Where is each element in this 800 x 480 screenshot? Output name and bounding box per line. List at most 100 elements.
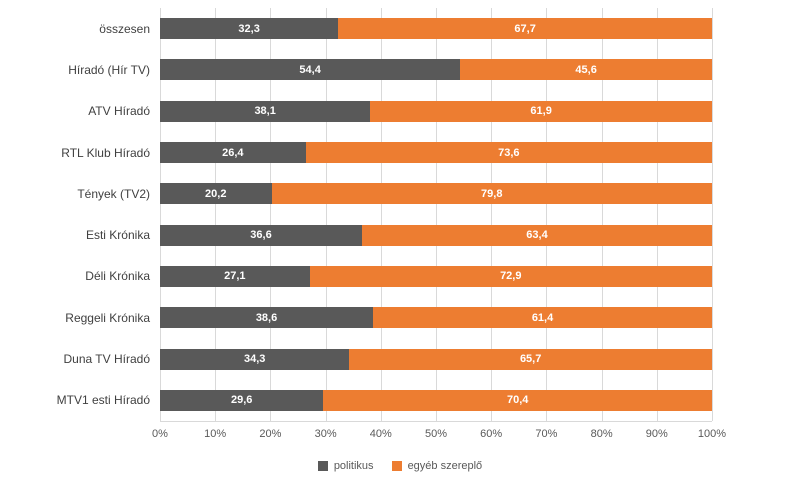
- bar-value-label: 72,9: [500, 270, 522, 283]
- bar-value-label: 29,6: [230, 394, 253, 407]
- x-tick-label: 0%: [152, 428, 168, 440]
- legend-label: egyéb szereplő: [407, 460, 483, 472]
- bar-segment-politikus: 36,6: [160, 224, 363, 246]
- x-tick-label: 20%: [259, 428, 282, 440]
- legend-swatch: [317, 461, 328, 471]
- gridlines: [160, 8, 713, 421]
- gridline: [436, 8, 437, 421]
- bar-track: 26,4 73,6: [160, 142, 712, 164]
- bar-segment-egyéb-szereplő: 61,4: [373, 307, 712, 329]
- bar-segment-egyéb-szereplő: 79,8: [271, 183, 712, 205]
- bar-value-label: 20,2: [205, 187, 227, 200]
- x-axis: 0% 10% 20% 30% 40% 50% 60% 70% 80% 90% 100%: [152, 428, 726, 444]
- bar-value-label: 67,7: [514, 22, 536, 35]
- bar-row: Duna TV Híradó 34,3 65,7: [64, 338, 712, 379]
- x-tick-label: 70%: [535, 428, 558, 440]
- gridline: [380, 8, 382, 421]
- bar-segment-egyéb-szereplő: 70,4: [323, 389, 712, 411]
- gridline: [712, 8, 713, 421]
- gridline: [215, 8, 217, 421]
- bar-row: MTV1 esti Híradó 29,6 70,4: [57, 380, 712, 421]
- gridline: [160, 8, 161, 421]
- x-tick-label: 100%: [697, 428, 727, 440]
- category-label: MTV1 esti Híradó: [56, 393, 150, 408]
- bar-value-label: 34,3: [243, 353, 266, 366]
- category-label: Duna TV Híradó: [63, 352, 151, 367]
- category-label: Déli Krónika: [85, 269, 150, 284]
- bar-segment-politikus: 27,1: [160, 265, 310, 287]
- bar-segment-politikus: 54,4: [160, 59, 461, 81]
- category-label: összesen: [99, 21, 150, 36]
- bar-track: 34,3 65,7: [160, 348, 712, 370]
- bar-value-label: 32,3: [238, 22, 260, 35]
- gridline: [546, 8, 548, 421]
- bar-segment-politikus: 38,1: [160, 100, 371, 122]
- x-tick-label: 40%: [369, 428, 392, 440]
- bar-segment-egyéb-szereplő: 65,7: [349, 348, 712, 370]
- plot-area: összesen 32,3 67,7 Híradó (Hír TV) 54,4 45,6 A…: [57, 8, 713, 422]
- bar-track: 29,6 70,4: [160, 389, 712, 411]
- category-label: RTL Klub Híradó: [61, 145, 150, 160]
- bar-value-label: 36,6: [250, 229, 272, 242]
- category-label: Esti Krónika: [85, 228, 150, 243]
- bar-row: RTL Klub Híradó 26,4 73,6: [61, 132, 712, 173]
- x-tick-label: 30%: [314, 428, 337, 440]
- bar-row: ATV Híradó 38,1 61,9: [88, 91, 712, 132]
- legend-item: politikus: [317, 460, 374, 472]
- bar-value-label: 63,4: [526, 229, 548, 242]
- x-tick-label: 90%: [645, 428, 668, 440]
- legend: politikus egyéb szereplő: [0, 460, 800, 472]
- legend-swatch: [391, 461, 402, 471]
- bar-segment-egyéb-szereplő: 67,7: [338, 18, 712, 40]
- bar-track: 32,3 67,7: [160, 18, 712, 40]
- bar-value-label: 38,6: [255, 311, 278, 324]
- legend-label: politikus: [333, 460, 374, 472]
- bar-segment-egyéb-szereplő: 45,6: [460, 59, 712, 81]
- bar-segment-egyéb-szereplő: 73,6: [305, 142, 712, 164]
- bar-rows: összesen 32,3 67,7 Híradó (Hír TV) 54,4 45,6 A…: [57, 8, 712, 421]
- bar-segment-politikus: 20,2: [160, 183, 272, 205]
- bar-row: Esti Krónika 36,6 63,4: [86, 214, 712, 255]
- category-label: Reggeli Krónika: [65, 310, 150, 325]
- bar-value-label: 26,4: [222, 146, 244, 159]
- bar-value-label: 54,4: [299, 63, 321, 76]
- bar-value-label: 70,4: [506, 394, 529, 407]
- bar-segment-egyéb-szereplő: 72,9: [309, 265, 712, 287]
- gridline: [325, 8, 327, 421]
- bar-row: Déli Krónika 27,1 72,9: [85, 256, 712, 297]
- bar-segment-egyéb-szereplő: 63,4: [362, 224, 712, 246]
- bar-row: Híradó (Hír TV) 54,4 45,6: [68, 49, 712, 90]
- bar-value-label: 61,4: [531, 311, 554, 324]
- bar-row: összesen 32,3 67,7: [99, 8, 712, 49]
- x-tick-label: 80%: [590, 428, 613, 440]
- x-tick-label: 60%: [480, 428, 503, 440]
- bar-track: 38,6 61,4: [160, 307, 712, 329]
- category-label: Tények (TV2): [77, 186, 150, 201]
- bar-track: 27,1 72,9: [160, 265, 712, 287]
- bar-value-label: 38,1: [254, 105, 276, 118]
- bar-segment-egyéb-szereplő: 61,9: [370, 100, 712, 122]
- x-tick-label: 10%: [204, 428, 227, 440]
- gridline: [491, 8, 493, 421]
- bar-row: Reggeli Krónika 38,6 61,4: [65, 297, 712, 338]
- category-label: ATV Híradó: [88, 104, 150, 119]
- bar-track: 38,1 61,9: [160, 100, 712, 122]
- category-label: Híradó (Hír TV): [68, 62, 150, 77]
- legend-item: egyéb szereplő: [391, 460, 483, 472]
- bar-segment-politikus: 26,4: [160, 142, 306, 164]
- bar-segment-politikus: 32,3: [160, 18, 339, 40]
- gridline: [656, 8, 658, 421]
- x-tick-label: 50%: [424, 428, 448, 440]
- bar-value-label: 73,6: [498, 146, 520, 159]
- bar-track: 36,6 63,4: [160, 224, 712, 246]
- bar-value-label: 45,6: [575, 63, 597, 76]
- bar-segment-politikus: 34,3: [160, 348, 350, 370]
- bar-row: Tények (TV2) 20,2 79,8: [77, 173, 712, 214]
- gridline: [601, 8, 603, 421]
- bar-value-label: 65,7: [519, 353, 542, 366]
- bar-value-label: 61,9: [530, 105, 552, 118]
- bar-segment-politikus: 29,6: [160, 389, 324, 411]
- bar-track: 54,4 45,6: [160, 59, 712, 81]
- bar-value-label: 79,8: [481, 187, 503, 200]
